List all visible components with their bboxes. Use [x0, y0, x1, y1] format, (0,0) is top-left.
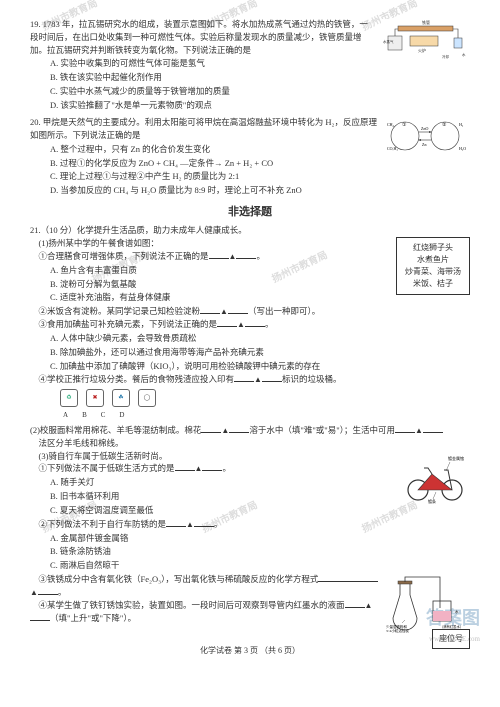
page-footer: 化学试卷 第 3 页 （共 6 页） [30, 645, 470, 657]
svg-text:冷却: 冷却 [442, 54, 450, 59]
svg-text:CO,H₂: CO,H₂ [387, 146, 398, 152]
svg-text:H₂O: H₂O [459, 146, 466, 151]
question-20: ① ② CH₄ CO,H₂ ZnO Zn H₂ H₂O 20. 甲烷是天然气的主… [30, 116, 470, 198]
svg-text:镀金属铬: 镀金属铬 [448, 455, 464, 461]
q19-figure: 铁管 水蒸气 火炉 冷却 水 [380, 18, 470, 72]
q21-part3: 镀金属铬 镀条 (3)骑自行车属于低碳生活新时尚。 ①下列做法不属于低碳生活方式… [30, 450, 470, 637]
q19-opt-b: B. 铁在该实验中起催化剂作用 [50, 71, 470, 84]
q21-stem: 21.（10 分）化学提升生活品质，助力未成年人健康成长。 [30, 224, 470, 237]
q21-part1: 红烧狮子头 水煮鱼片 炒青菜、海带汤 米饭、桔子 (1)扬州某中学的午餐食谱如图… [30, 237, 470, 424]
svg-text:铁管: 铁管 [422, 19, 430, 25]
svg-text:Zn: Zn [422, 142, 426, 147]
svg-text:水蒸气: 水蒸气 [383, 39, 394, 44]
svg-text:①: ① [402, 122, 407, 128]
svg-text:CH₄: CH₄ [387, 122, 395, 127]
menu-box: 红烧狮子头 水煮鱼片 炒青菜、海带汤 米饭、桔子 [396, 237, 470, 295]
svg-text:（滴有红墨水）: （滴有红墨水） [440, 624, 463, 629]
svg-text:水: 水 [455, 609, 459, 614]
svg-text:ZnO: ZnO [421, 126, 428, 131]
section-title: 非选择题 [30, 204, 470, 221]
question-19: 铁管 水蒸气 火炉 冷却 水 19. 1783 年，拉瓦锡研究水的组成，装置示意… [30, 18, 470, 112]
question-21: 21.（10 分）化学提升生活品质，助力未成年人健康成长。 红烧狮子头 水煮鱼片… [30, 224, 470, 636]
svg-text:②: ② [442, 122, 447, 128]
svg-text:火炉: 火炉 [418, 47, 426, 53]
q19-opt-c: C. 实验中水蒸气减少的质量等于铁管增加的质量 [50, 85, 470, 98]
flask-figure: 少量湿铁粉和 3~4小粒活性炭 水 （滴有红墨水） [385, 573, 470, 637]
q21-part2: (2)校服面料常用棉花、羊毛等混纺制成。棉花▲溶于水中（填"难"或"易"）；生活… [30, 424, 470, 450]
q20-opt-c: C. 理论上过程①与过程②中产生 H₂ 的质量比为 2:1 [50, 170, 470, 183]
svg-text:水: 水 [462, 52, 466, 57]
recycle-logos: ♻ ✖ ☘ ◯ [30, 389, 470, 407]
q19-opt-d: D. 该实验推翻了"水是单一元素物质"的观点 [50, 99, 470, 112]
svg-text:镀条: 镀条 [428, 498, 436, 504]
q20-opt-d: D. 当参加反应的 CH₄ 与 H₂O 质量比为 8:9 时，理论上可不补充 Z… [50, 184, 470, 197]
svg-text:3~4小粒活性炭: 3~4小粒活性炭 [386, 628, 409, 633]
q20-figure: ① ② CH₄ CO,H₂ ZnO Zn H₂ H₂O [385, 116, 470, 160]
bike-figure: 镀金属铬 镀条 [400, 450, 470, 509]
svg-text:H₂: H₂ [459, 122, 464, 127]
